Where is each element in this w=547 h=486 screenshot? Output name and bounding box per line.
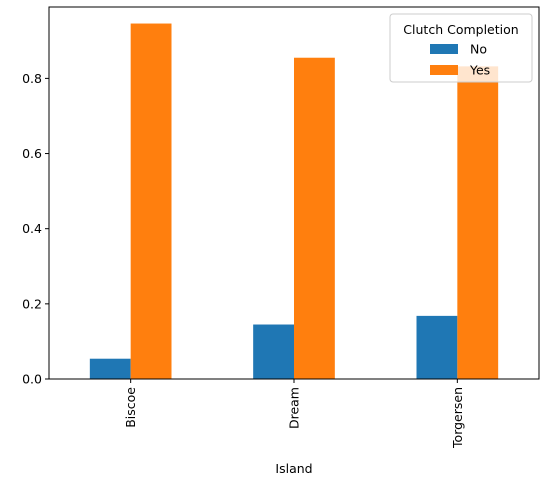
x-tick-label: Torgersen [450, 387, 465, 449]
x-tick-label: Dream [287, 387, 302, 429]
legend-box [389, 13, 533, 83]
legend-swatch-no [430, 44, 458, 54]
x-tick-label: Biscoe [123, 387, 138, 428]
y-tick-label: 0.4 [22, 221, 42, 236]
legend-label-no: No [470, 42, 487, 57]
y-tick-label: 0.0 [22, 372, 42, 387]
y-tick-label: 0.2 [22, 296, 42, 311]
bars-group [89, 23, 499, 380]
y-tick-label: 0.6 [22, 146, 42, 161]
y-axis: 0.0 0.2 0.4 0.6 0.8 [22, 71, 49, 387]
legend: Clutch Completion No Yes [389, 13, 533, 83]
x-axis: Biscoe Dream Torgersen [123, 379, 465, 449]
legend-swatch-yes [430, 65, 458, 75]
x-axis-title: Island [275, 461, 312, 476]
bar-yes-torgersen [457, 66, 499, 380]
legend-label-yes: Yes [469, 63, 490, 78]
legend-entries: No Yes [430, 42, 490, 78]
bar-no-torgersen [416, 315, 458, 379]
bar-no-dream [253, 324, 294, 379]
bar-yes-dream [294, 57, 335, 380]
plot-frame [48, 6, 540, 380]
y-tick-label: 0.8 [22, 71, 42, 86]
bar-yes-biscoe [130, 23, 172, 380]
legend-title: Clutch Completion [403, 22, 518, 37]
bar-no-biscoe [89, 358, 131, 379]
